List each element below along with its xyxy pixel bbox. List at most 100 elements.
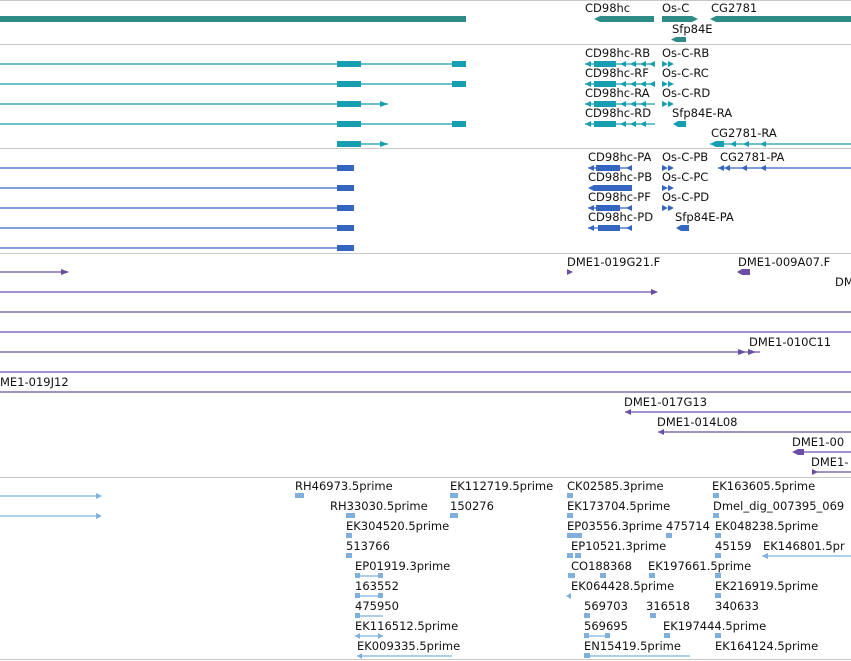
est-label: RH46973.5prime xyxy=(295,479,393,493)
bac-clone-014l08[interactable] xyxy=(658,429,851,435)
track-separator-genes xyxy=(0,44,851,45)
est-475950[interactable] xyxy=(355,613,383,618)
gene-feature-cd98hc[interactable] xyxy=(594,16,654,22)
bac-clone-009a07[interactable] xyxy=(737,269,750,275)
transcript-cd98hc-rf[interactable] xyxy=(585,81,655,87)
protein-feature[interactable] xyxy=(0,245,354,251)
est-45159[interactable] xyxy=(715,553,721,558)
protein-cd98hc-pd[interactable] xyxy=(588,225,632,231)
est-ek048238[interactable] xyxy=(715,533,721,538)
est-ek112719[interactable] xyxy=(450,493,458,498)
protein-feature[interactable] xyxy=(0,165,354,171)
protein-feature[interactable] xyxy=(0,225,354,231)
est-ek216919[interactable] xyxy=(715,573,721,578)
protein-cd98hc-pa[interactable] xyxy=(588,165,632,171)
est-rh46973[interactable] xyxy=(295,493,304,498)
est-ek164124[interactable] xyxy=(715,633,721,638)
transcript-cd98hc-rb[interactable] xyxy=(585,61,655,67)
track-bottom-border xyxy=(0,659,851,660)
est-ek116512[interactable] xyxy=(355,633,383,639)
est-label: 513766 xyxy=(346,539,390,553)
est-569703[interactable] xyxy=(584,613,590,618)
protein-feature[interactable] xyxy=(0,185,354,191)
est-ck02585[interactable] xyxy=(567,493,573,498)
transcript-feature[interactable] xyxy=(0,81,466,87)
protein-label: CD98hc-PB xyxy=(588,170,653,184)
transcript-os-c-rb[interactable] xyxy=(662,61,674,67)
track-separator-proteins xyxy=(0,253,851,254)
est-label: EK048238.5prime xyxy=(715,519,819,533)
est-label: 150276 xyxy=(450,499,494,513)
protein-cd98hc-pb[interactable] xyxy=(588,185,632,191)
protein-os-c-pb[interactable] xyxy=(662,165,674,171)
est-ek304520[interactable] xyxy=(346,533,352,538)
est-co188368[interactable] xyxy=(568,573,606,578)
est-rh33030[interactable] xyxy=(346,513,355,518)
transcript-os-c-rc[interactable] xyxy=(662,81,674,87)
est-label: EP10521.3prime xyxy=(571,539,667,553)
est-en15419[interactable] xyxy=(584,653,690,658)
gene-feature-sfp84e[interactable] xyxy=(671,37,686,42)
est-label: EK164124.5prime xyxy=(715,639,819,653)
transcript-cd98hc-ra[interactable] xyxy=(585,101,655,107)
est-513766[interactable] xyxy=(346,553,352,558)
protein-os-c-pd[interactable] xyxy=(662,205,674,211)
est-475714[interactable] xyxy=(666,533,672,538)
gene-feature-os-c[interactable] xyxy=(662,16,698,22)
est-ek064428[interactable] xyxy=(566,593,571,599)
protein-sfp84e-pa[interactable] xyxy=(676,225,689,231)
est-ep03556[interactable] xyxy=(567,533,582,538)
protein-feature[interactable] xyxy=(0,205,354,211)
est-label: CO188368 xyxy=(571,559,632,573)
transcript-os-c-rd[interactable] xyxy=(662,101,674,107)
est-label: EK197444.5prime xyxy=(663,619,767,633)
protein-label: CD98hc-PD xyxy=(588,210,654,224)
transcript-label: CD98hc-RB xyxy=(585,46,651,60)
est-label: EK173704.5prime xyxy=(567,499,671,513)
est-ep01919[interactable] xyxy=(355,573,383,578)
gene-feature-cg2781[interactable] xyxy=(710,16,851,22)
est-label: 45159 xyxy=(715,539,752,553)
est-feature[interactable] xyxy=(0,493,102,499)
bac-clone-dme1[interactable] xyxy=(812,469,851,475)
protein-os-c-pc[interactable] xyxy=(662,185,674,191)
transcript-feature[interactable] xyxy=(0,101,388,107)
gene-label-sfp84e: Sfp84E xyxy=(672,22,713,36)
bac-clone-label: DME1-017G13 xyxy=(624,395,708,409)
protein-cd98hc-pf[interactable] xyxy=(588,205,632,211)
bac-clone-017g13[interactable] xyxy=(625,409,851,415)
transcript-feature[interactable] xyxy=(337,141,388,147)
est-label: EK216919.5prime xyxy=(715,579,819,593)
est-340633[interactable] xyxy=(715,593,721,598)
transcript-feature[interactable] xyxy=(0,61,466,67)
est-ek197661[interactable] xyxy=(649,573,655,578)
protein-label: Os-C-PB xyxy=(662,150,709,164)
bac-clone-feature[interactable] xyxy=(0,349,760,355)
est-ek173704[interactable] xyxy=(567,513,573,518)
est-label: EK009335.5prime xyxy=(357,639,461,653)
est-ek197444[interactable] xyxy=(664,633,670,638)
transcript-feature[interactable] xyxy=(0,121,466,127)
est-feature[interactable] xyxy=(0,513,102,519)
gene-track xyxy=(0,16,851,42)
est-163552[interactable] xyxy=(355,593,383,598)
est-label: CK02585.3prime xyxy=(567,479,664,493)
est-150276[interactable] xyxy=(450,513,458,518)
bac-clone-feature[interactable] xyxy=(0,289,658,295)
est-dmel-dig[interactable] xyxy=(713,513,719,518)
est-ek163605[interactable] xyxy=(713,493,719,498)
transcript-cd98hc-rd[interactable] xyxy=(585,121,655,127)
bac-clone-feature[interactable] xyxy=(0,269,69,275)
est-569695[interactable] xyxy=(584,633,610,638)
est-316518[interactable] xyxy=(650,613,656,618)
est-ep10521[interactable] xyxy=(567,553,581,558)
est-ek009335[interactable] xyxy=(357,653,452,659)
bac-clone-019g21-marker[interactable] xyxy=(567,269,573,275)
bac-clone-00[interactable] xyxy=(792,449,851,455)
est-ek146801[interactable] xyxy=(762,553,851,559)
bac-clone-label: ME1-019J12 xyxy=(0,375,69,389)
transcript-sfp84e-ra[interactable] xyxy=(673,121,686,127)
protein-cg2781-pa[interactable] xyxy=(718,165,851,171)
transcript-cg2781-ra[interactable] xyxy=(710,141,851,147)
gene-feature-left[interactable] xyxy=(0,16,466,22)
